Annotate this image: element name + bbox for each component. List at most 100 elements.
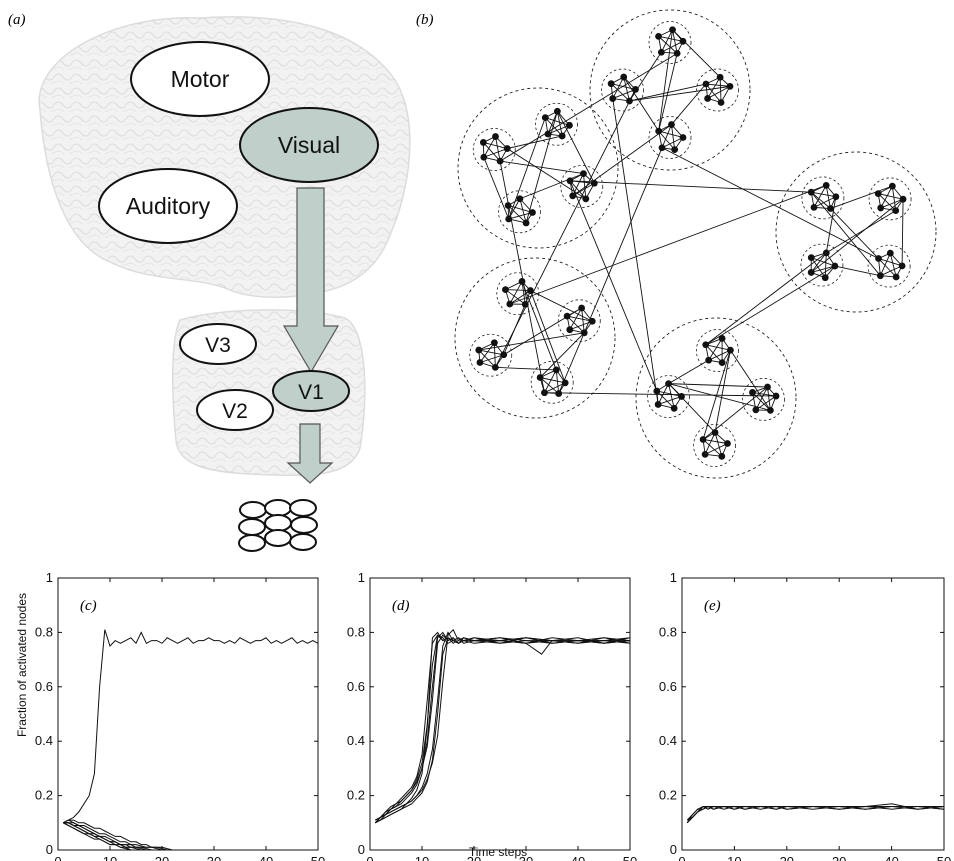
- intra-edge: [810, 257, 826, 278]
- intra-edge: [544, 369, 557, 393]
- inter-module-edge: [495, 366, 557, 371]
- chart-panel-label: (c): [80, 598, 97, 614]
- network-node: [810, 203, 818, 211]
- y-tick-label: 0: [358, 842, 365, 857]
- long-range-edge: [569, 180, 658, 392]
- arrow-v1-to-columns: [286, 423, 334, 484]
- network-node: [580, 170, 587, 178]
- inter-module-edge: [507, 135, 563, 149]
- intra-edge: [479, 354, 504, 363]
- y-tick-label: 0: [670, 842, 677, 857]
- x-tick-label: 0: [366, 854, 373, 861]
- network-node: [718, 452, 726, 460]
- network-node: [875, 255, 882, 262]
- chart-panel-e: 0 10 20 30 40 50 0 0.2 0.4 0.6 0.8 1 (e): [659, 570, 951, 861]
- long-range-edge: [570, 180, 812, 193]
- x-tick-label: 50: [623, 854, 637, 861]
- network-node: [892, 207, 900, 215]
- network-node: [563, 312, 571, 320]
- inter-module-edge: [668, 383, 771, 411]
- region-v2-label: V2: [222, 400, 248, 423]
- inter-module-edge: [714, 350, 731, 433]
- intra-edge: [623, 76, 630, 102]
- module-boundary: [742, 377, 785, 421]
- region-v1-label: V1: [298, 381, 324, 404]
- inter-module-edge: [668, 359, 709, 385]
- intra-edge: [545, 117, 570, 126]
- charts-row: 0102030405000.20.40.60.81(c)010203040500…: [35, 570, 951, 861]
- network-node: [657, 48, 665, 56]
- intra-edge: [478, 349, 496, 368]
- network-node: [886, 249, 894, 257]
- inter-module-edge: [539, 332, 585, 378]
- network-node: [718, 359, 726, 367]
- network-node: [590, 179, 598, 187]
- intra-edge: [519, 198, 527, 224]
- intra-edge: [708, 338, 723, 361]
- intra-edge: [891, 186, 897, 211]
- network-node: [822, 249, 830, 257]
- plot-area: [57, 577, 319, 851]
- network-node: [874, 190, 882, 198]
- network-node: [726, 82, 734, 90]
- module-boundary: [557, 299, 601, 343]
- x-tick-label: 20: [780, 854, 794, 861]
- inter-module-edge: [500, 160, 584, 175]
- x-tick-label: 10: [103, 854, 117, 861]
- x-tick-label: 30: [207, 854, 221, 861]
- region-auditory-label: Auditory: [126, 193, 211, 219]
- intra-edge: [878, 193, 904, 200]
- region-v2: V2: [196, 389, 274, 431]
- region-v3-label: V3: [205, 334, 231, 357]
- network-node: [704, 95, 712, 102]
- intra-edge: [811, 191, 836, 198]
- x-tick-label: 30: [519, 854, 533, 861]
- intra-edge: [572, 173, 584, 197]
- network-node: [503, 145, 511, 152]
- super-module: [454, 257, 616, 419]
- intra-edge: [668, 383, 675, 409]
- network-node: [679, 134, 687, 141]
- arrow-visual-to-v1: [282, 187, 340, 374]
- series-line: [63, 822, 147, 851]
- intra-edge: [612, 76, 625, 99]
- inter-module-edge: [623, 76, 660, 132]
- network-node: [491, 363, 499, 371]
- long-range-edge: [499, 161, 545, 393]
- network-node: [807, 254, 815, 262]
- series-line: [686, 806, 945, 821]
- y-tick-label: 0.2: [347, 788, 365, 803]
- intra-edge: [880, 185, 893, 209]
- module-boundary: [695, 329, 739, 372]
- network-node: [655, 32, 662, 40]
- network-node: [544, 130, 552, 138]
- intra-edge: [483, 141, 508, 149]
- super-module: [635, 317, 797, 479]
- inter-module-edge: [826, 210, 896, 254]
- network-node: [702, 80, 710, 88]
- intra-edge: [658, 130, 675, 150]
- intra-edge: [880, 198, 904, 209]
- intra-edge: [705, 83, 731, 87]
- network-node: [536, 374, 544, 381]
- inter-module-edge: [658, 29, 673, 132]
- intra-edge: [661, 124, 672, 148]
- intra-edge: [521, 281, 526, 305]
- intra-edge: [479, 342, 495, 363]
- network-node: [505, 215, 513, 223]
- network-node: [822, 181, 830, 189]
- x-tick-label: 20: [155, 854, 169, 861]
- network-node: [504, 202, 512, 209]
- module-boundary: [696, 68, 739, 112]
- network-node: [496, 157, 504, 165]
- intra-edge: [707, 77, 721, 99]
- intra-edge: [660, 29, 673, 53]
- x-tick-label: 40: [571, 854, 585, 861]
- module-boundary: [560, 165, 604, 208]
- network-node: [566, 121, 573, 129]
- super-module: [457, 87, 619, 249]
- network-node: [699, 436, 707, 443]
- intra-edge: [705, 344, 723, 363]
- inter-module-edge: [702, 350, 731, 440]
- intra-edge: [478, 349, 504, 356]
